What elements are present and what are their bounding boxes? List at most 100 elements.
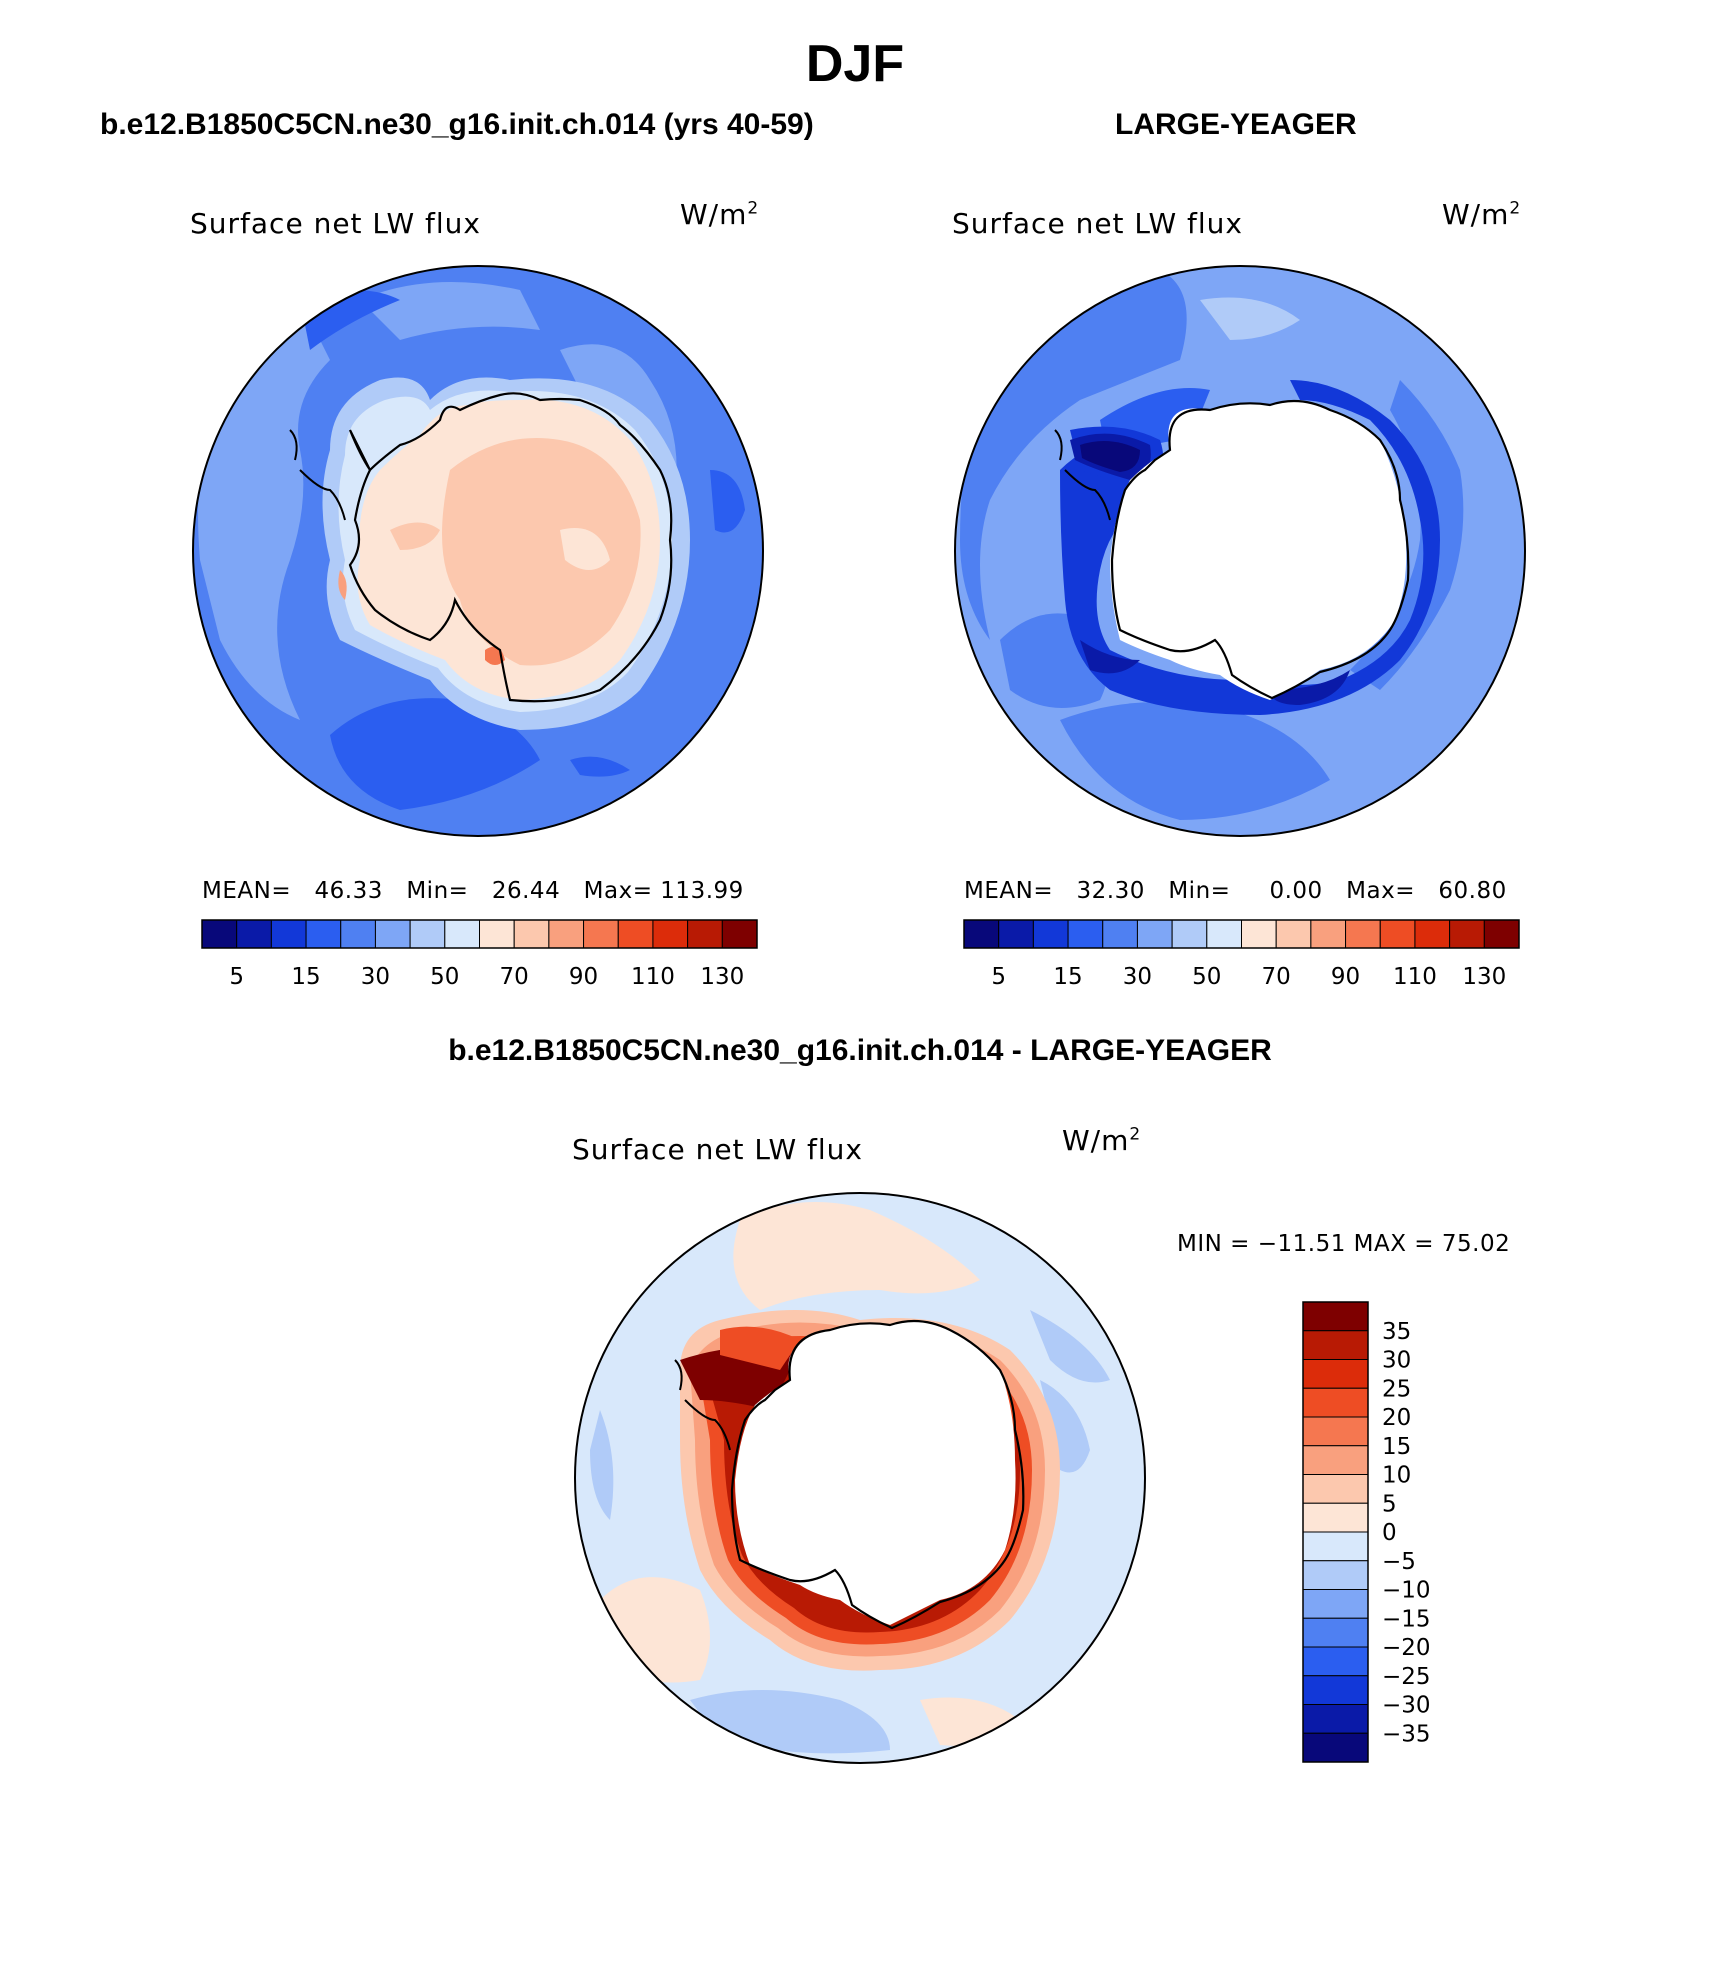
panel2-map xyxy=(955,266,1525,836)
panel3-map-border xyxy=(574,1192,1146,1764)
colorbar-tick-label: −5 xyxy=(1382,1549,1416,1575)
colorbar-tick-label: −30 xyxy=(1382,1693,1431,1719)
colorbar-box xyxy=(548,919,585,949)
colorbar-box xyxy=(1345,919,1381,949)
colorbar-box xyxy=(1379,919,1416,949)
colorbar-box xyxy=(1302,1531,1369,1562)
colorbar-tick-label: −20 xyxy=(1382,1635,1431,1661)
colorbar-tick-label: 25 xyxy=(1382,1376,1411,1402)
colorbar-tick-label: 20 xyxy=(1382,1405,1411,1431)
colorbar-tick-label: 10 xyxy=(1382,1463,1411,1489)
colorbar-box xyxy=(1483,919,1520,949)
colorbar-box xyxy=(1206,919,1242,949)
colorbar-box xyxy=(1302,1675,1369,1705)
panel1-case-title: b.e12.B1850C5CN.ne30_g16.init.ch.014 (yr… xyxy=(100,108,814,141)
panel3-minmax: MIN = −11.51 MAX = 75.02 xyxy=(1177,1231,1511,1257)
colorbar-box xyxy=(479,919,515,949)
colorbar-tick-label: 70 xyxy=(500,964,529,990)
colorbar-box xyxy=(1302,1445,1369,1475)
colorbar-box xyxy=(1302,1474,1369,1504)
colorbar-box xyxy=(1302,1646,1369,1677)
panel2-map-border xyxy=(954,265,1526,837)
colorbar-box xyxy=(1302,1704,1369,1734)
colorbar-tick-label: 15 xyxy=(291,964,320,990)
panel1-colorbar: 5 15 30 50 70 90 110 130 xyxy=(201,919,758,990)
colorbar-box xyxy=(687,919,723,949)
colorbar-box xyxy=(1302,1387,1369,1418)
colorbar-tick-label: 50 xyxy=(430,964,459,990)
colorbar-box xyxy=(583,919,619,949)
colorbar-tick-label: 5 xyxy=(991,964,1006,990)
colorbar-tick-label: 130 xyxy=(700,964,744,990)
colorbar-box xyxy=(270,919,307,949)
panel2-colorbar: 5 15 30 50 70 90 110 130 xyxy=(963,919,1520,990)
colorbar-box xyxy=(998,919,1034,949)
colorbar-box xyxy=(1302,1502,1369,1533)
panel3-case-title: b.e12.B1850C5CN.ne30_g16.init.ch.014 - L… xyxy=(448,1034,1272,1067)
colorbar-box xyxy=(1302,1416,1369,1447)
colorbar-box xyxy=(1302,1330,1369,1360)
panel2-units-label: W/m2 xyxy=(1442,198,1522,231)
colorbar-tick-label: −35 xyxy=(1382,1721,1431,1747)
colorbar-box xyxy=(1067,919,1104,949)
colorbar-box xyxy=(1302,1359,1369,1389)
panel2-case-title: LARGE-YEAGER xyxy=(1115,108,1357,141)
colorbar-tick-label: 130 xyxy=(1462,964,1506,990)
panel1-map-border xyxy=(192,265,764,837)
colorbar-box xyxy=(513,919,550,949)
colorbar-box xyxy=(236,919,272,949)
colorbar-box xyxy=(305,919,342,949)
colorbar-box xyxy=(1302,1732,1369,1763)
colorbar-tick-label: 50 xyxy=(1192,964,1221,990)
figure-title: DJF xyxy=(805,35,905,93)
colorbar-box xyxy=(1136,919,1173,949)
panel3-map xyxy=(575,1193,1145,1763)
colorbar-box xyxy=(1102,919,1138,949)
colorbar-tick-label: 5 xyxy=(229,964,244,990)
colorbar-box xyxy=(1171,919,1208,949)
colorbar-box xyxy=(1032,919,1069,949)
panel1-stats: MEAN= 46.33 Min= 26.44 Max= 113.99 xyxy=(202,878,744,904)
colorbar-tick-label: 30 xyxy=(361,964,390,990)
panel3-variable-label: Surface net LW flux xyxy=(572,1133,863,1166)
panel3-units-label: W/m2 xyxy=(1062,1124,1142,1157)
colorbar-box xyxy=(340,919,376,949)
colorbar-box xyxy=(1310,919,1347,949)
colorbar-box xyxy=(1449,919,1485,949)
colorbar-box xyxy=(444,919,480,949)
colorbar-box xyxy=(374,919,411,949)
colorbar-tick-label: 5 xyxy=(1382,1491,1397,1517)
colorbar-tick-label: −25 xyxy=(1382,1664,1431,1690)
colorbar-tick-label: −10 xyxy=(1382,1578,1431,1604)
colorbar-box xyxy=(1302,1560,1369,1590)
colorbar-tick-label: 90 xyxy=(1331,964,1360,990)
colorbar-box xyxy=(201,919,238,949)
colorbar-box xyxy=(617,919,654,949)
colorbar-tick-label: 110 xyxy=(1393,964,1437,990)
colorbar-box xyxy=(1275,919,1312,949)
colorbar-box xyxy=(1241,919,1277,949)
colorbar-tick-label: 30 xyxy=(1123,964,1152,990)
colorbar-box xyxy=(652,919,689,949)
colorbar-tick-label: −15 xyxy=(1382,1606,1431,1632)
colorbar-box xyxy=(963,919,1000,949)
colorbar-tick-label: 90 xyxy=(569,964,598,990)
colorbar-tick-label: 70 xyxy=(1262,964,1291,990)
panel1-map xyxy=(193,266,763,836)
colorbar-tick-label: 15 xyxy=(1053,964,1082,990)
panel1-variable-label: Surface net LW flux xyxy=(190,207,481,240)
colorbar-box xyxy=(1302,1617,1369,1648)
panel1-units-label: W/m2 xyxy=(680,198,760,231)
colorbar-box xyxy=(721,919,758,949)
colorbar-box xyxy=(1302,1589,1369,1619)
panel2-variable-label: Surface net LW flux xyxy=(952,207,1243,240)
colorbar-box xyxy=(1414,919,1451,949)
colorbar-box xyxy=(409,919,446,949)
colorbar-tick-label: 0 xyxy=(1382,1520,1397,1546)
colorbar-tick-label: 15 xyxy=(1382,1434,1411,1460)
colorbar-box xyxy=(1302,1301,1369,1332)
panel2-stats: MEAN= 32.30 Min= 0.00 Max= 60.80 xyxy=(964,878,1507,904)
colorbar-tick-label: 35 xyxy=(1382,1319,1411,1345)
